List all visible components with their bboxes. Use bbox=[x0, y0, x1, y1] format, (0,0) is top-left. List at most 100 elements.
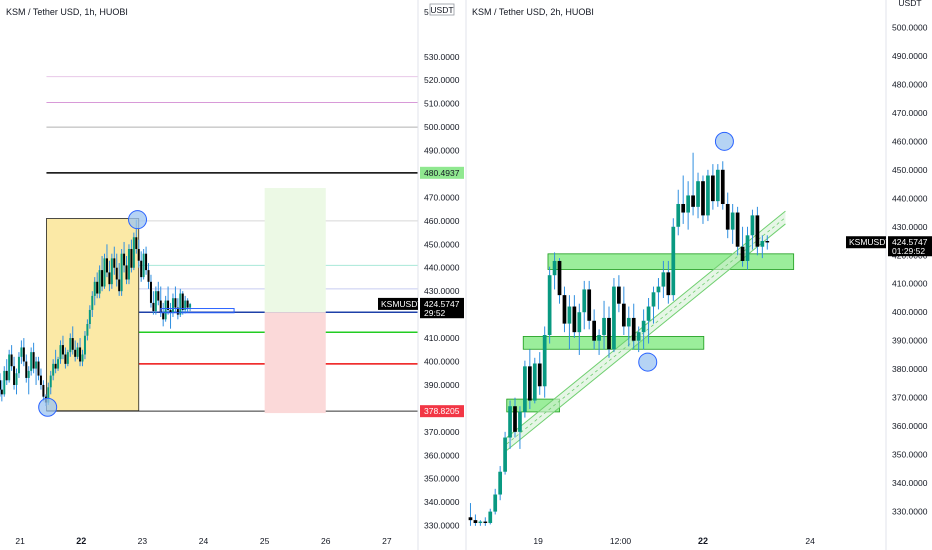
y-tick-label: 340.0000 bbox=[424, 497, 460, 507]
candle-body bbox=[37, 361, 40, 376]
symbol-tag-text: KSMUSDT bbox=[381, 299, 423, 309]
channel-upper-line[interactable] bbox=[506, 210, 786, 438]
candle-body bbox=[54, 363, 57, 369]
x-tick-label: 22 bbox=[76, 536, 86, 546]
candle-body bbox=[740, 246, 745, 261]
left-time-axis[interactable]: 21 22 23 24 25 26 27 bbox=[15, 536, 391, 546]
candle bbox=[83, 331, 86, 360]
candle bbox=[57, 356, 60, 371]
zone-rect[interactable] bbox=[264, 188, 326, 313]
candle-body bbox=[646, 306, 651, 321]
candle-body bbox=[676, 203, 681, 227]
candle-body bbox=[115, 267, 118, 280]
x-tick-label: 26 bbox=[321, 536, 331, 546]
channel-lower-line[interactable] bbox=[506, 223, 786, 451]
candle-body bbox=[149, 281, 152, 303]
pivot-circle[interactable] bbox=[714, 131, 734, 151]
candle-body bbox=[567, 306, 572, 324]
candle bbox=[523, 360, 527, 418]
candle bbox=[17, 352, 20, 378]
y-tick-label: 330.0000 bbox=[424, 521, 460, 531]
candle bbox=[621, 286, 626, 336]
candle-body bbox=[468, 517, 473, 521]
y-tick-label: 360.0000 bbox=[892, 421, 928, 431]
candle bbox=[701, 175, 705, 224]
candle-body bbox=[142, 253, 145, 278]
x-tick-label: 25 bbox=[260, 536, 270, 546]
y-tick-label: 350.0000 bbox=[424, 474, 460, 484]
y-tick-label: 450.0000 bbox=[892, 165, 928, 175]
candle-body bbox=[13, 366, 16, 385]
candle-body bbox=[71, 338, 74, 350]
candle-body bbox=[523, 366, 527, 412]
range-box[interactable] bbox=[160, 308, 235, 314]
right-time-axis[interactable]: 19 12:00 22 24 bbox=[533, 536, 815, 546]
candle bbox=[91, 291, 94, 317]
left-y-ticks: 530.0000 520.0000 510.0000 500.0000 490.0000… bbox=[424, 52, 460, 531]
candle bbox=[101, 256, 104, 292]
candle bbox=[15, 368, 18, 395]
candle-body bbox=[562, 295, 567, 324]
candle bbox=[696, 172, 700, 219]
candle-body bbox=[621, 303, 626, 327]
candle-body bbox=[27, 370, 30, 378]
candle bbox=[661, 260, 666, 298]
candle-body bbox=[478, 521, 483, 523]
candle-body bbox=[735, 212, 740, 247]
candle bbox=[96, 272, 99, 299]
candle bbox=[42, 380, 45, 402]
candle bbox=[567, 295, 572, 350]
candle-body bbox=[113, 258, 116, 268]
candle bbox=[478, 520, 483, 526]
zone-rect[interactable] bbox=[547, 253, 795, 270]
zone-rect[interactable] bbox=[264, 312, 326, 414]
candle bbox=[572, 295, 577, 338]
candle bbox=[37, 356, 40, 381]
candle bbox=[142, 248, 145, 280]
pivot-circle[interactable] bbox=[638, 352, 658, 372]
candle-body bbox=[125, 265, 128, 280]
y-tick-label: 400.0000 bbox=[424, 357, 460, 367]
candle-body bbox=[127, 248, 130, 280]
candle-body bbox=[110, 258, 113, 285]
pivot-circle[interactable] bbox=[128, 210, 148, 230]
candle-body bbox=[52, 363, 55, 376]
candle-body bbox=[681, 203, 686, 213]
y-tick-label: 380.0000 bbox=[892, 364, 928, 374]
right-candles bbox=[468, 152, 770, 526]
candle bbox=[488, 508, 493, 525]
symbol-tag-text: KSMUSDT bbox=[849, 237, 891, 247]
candle bbox=[656, 278, 661, 310]
candle-body bbox=[176, 307, 179, 315]
candle-body bbox=[130, 248, 133, 268]
candle bbox=[557, 258, 562, 304]
right-overlays bbox=[638, 131, 734, 372]
candle bbox=[607, 306, 611, 358]
left-currency-label: USDT bbox=[430, 5, 453, 15]
right-price-axis[interactable]: USDT 500.0000 490.0000 480.0000 470.0000 460… bbox=[846, 0, 932, 517]
left-price-axis[interactable]: 5 USDT 530.0000 520.0000 510.0000 500.0000 4… bbox=[378, 3, 464, 531]
candle bbox=[76, 342, 79, 360]
chart-panel-2h[interactable]: KSM / Tether USD, 2h, HUOBI USDT 500.000… bbox=[465, 0, 932, 550]
pivot-circle[interactable] bbox=[38, 397, 58, 417]
candle bbox=[582, 280, 587, 330]
candle bbox=[503, 431, 507, 475]
candle bbox=[740, 226, 745, 267]
y-tick-label: 370.0000 bbox=[892, 393, 928, 403]
candle-body bbox=[93, 281, 96, 296]
candle-body bbox=[592, 320, 597, 341]
y-tick-label: 390.0000 bbox=[424, 380, 460, 390]
candle bbox=[113, 246, 116, 275]
candle bbox=[755, 206, 760, 256]
candle bbox=[66, 349, 69, 367]
candle-body bbox=[147, 270, 150, 282]
candle-body bbox=[473, 520, 478, 523]
candle-body bbox=[651, 292, 656, 307]
candle bbox=[577, 303, 582, 355]
chart-panel-1h[interactable]: KSM / Tether USD, 1h, HUOBI 5 USDT 530.0… bbox=[0, 0, 464, 550]
left-chart-title: KSM / Tether USD, 1h, HUOBI bbox=[6, 7, 128, 17]
candle bbox=[115, 253, 118, 287]
y-tick-label: 470.0000 bbox=[892, 108, 928, 118]
candle-body bbox=[169, 309, 172, 313]
